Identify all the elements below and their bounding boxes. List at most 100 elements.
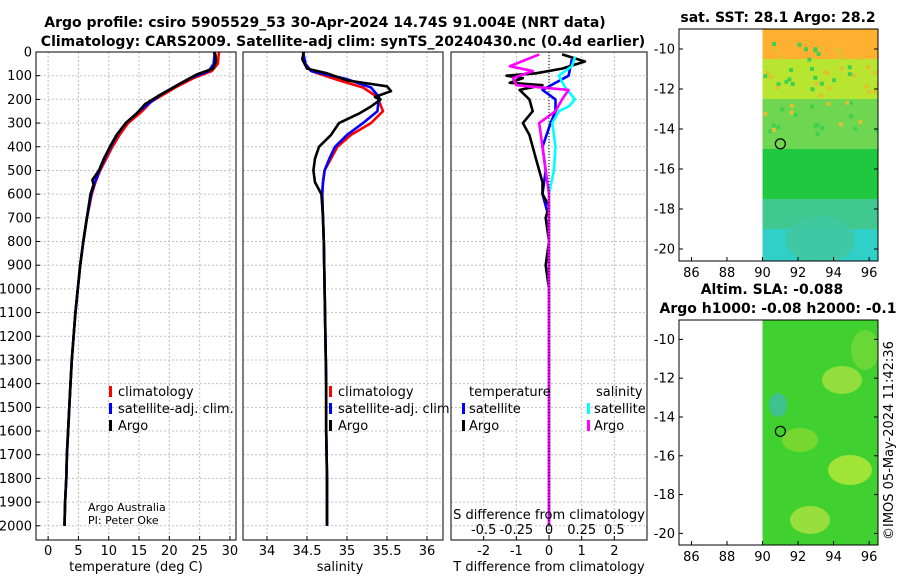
credit-line-1: Argo Australia xyxy=(88,501,166,514)
map-x-tick-label: 94 xyxy=(825,550,842,565)
sla-map-subtitle: Argo h1000: -0.08 h2000: -0.1 xyxy=(660,301,897,317)
sst-speckle xyxy=(823,69,828,74)
y-tick-label: 700 xyxy=(7,211,32,226)
legend-climatology: climatology xyxy=(118,385,194,400)
map-y-tick-label: -16 xyxy=(654,163,675,178)
map-y-tick-label: -12 xyxy=(654,372,675,387)
map-y-tick-label: -20 xyxy=(654,527,675,542)
sst-speckle xyxy=(874,128,878,133)
y-tick-label: 900 xyxy=(7,259,32,274)
x-tick-label: 10 xyxy=(100,544,117,559)
sst-xticks: 86 88 90 92 94 96 xyxy=(683,257,877,281)
x-tick-label: 35.5 xyxy=(373,544,402,559)
legend-swatch-argo xyxy=(109,420,112,431)
sst-field xyxy=(762,29,878,261)
sst-speckle xyxy=(810,104,815,109)
sst-speckle xyxy=(873,88,878,93)
y-tick-label: 1300 xyxy=(0,353,32,368)
sst-speckle xyxy=(789,110,794,115)
sla-xticks: 86 88 90 92 94 96 xyxy=(683,541,877,565)
sst-yticks: -10 -12 -14 -16 -18 -20 xyxy=(654,43,878,258)
y-tick-label: 1700 xyxy=(0,448,32,463)
map-x-tick-label: 88 xyxy=(719,266,736,281)
sla-field xyxy=(762,320,878,545)
x-tick-label: 25 xyxy=(191,544,208,559)
sst-speckle xyxy=(787,77,792,82)
series-line-argo xyxy=(300,51,393,526)
sst-speckle xyxy=(776,125,781,130)
sla-anomaly-blob xyxy=(790,506,830,534)
legend-temperature-title: temperature xyxy=(469,385,551,400)
map-x-tick-label: 86 xyxy=(683,266,700,281)
sst-speckle xyxy=(789,103,794,108)
sst-speckle xyxy=(864,84,869,89)
series-line-argo xyxy=(63,51,218,526)
legend-swatch-temp-satellite xyxy=(462,403,465,414)
temperature-legend: climatology satellite-adj. clim. Argo xyxy=(109,385,234,434)
map-y-tick-label: -10 xyxy=(654,333,675,348)
sst-speckle xyxy=(876,82,878,87)
legend-swatch-satellite-adj-s xyxy=(329,403,332,414)
y-tick-label: 1100 xyxy=(0,306,32,321)
sst-speckle xyxy=(778,55,783,60)
sst-speckle xyxy=(797,42,802,47)
map-x-tick-label: 94 xyxy=(825,266,842,281)
map-x-tick-label: 92 xyxy=(790,266,807,281)
x-tick-label: 34 xyxy=(259,544,276,559)
sst-speckle xyxy=(775,85,780,90)
sla-anomaly-blob xyxy=(769,393,787,417)
map-x-tick-label: 88 xyxy=(719,550,736,565)
sst-speckle xyxy=(840,66,845,71)
sst-speckle xyxy=(876,102,878,107)
sst-speckle xyxy=(784,79,789,84)
sst-speckle xyxy=(858,120,863,125)
y-tick-label: 400 xyxy=(7,140,32,155)
sst-speckle xyxy=(838,47,843,52)
sst-speckle xyxy=(872,70,877,75)
y-tick-label: 100 xyxy=(7,69,32,84)
title-line-1: Argo profile: csiro 5905529_53 30-Apr-20… xyxy=(44,15,605,31)
difference-lines xyxy=(505,52,587,540)
map-y-tick-label: -20 xyxy=(654,243,675,258)
salinity-legend: climatology satellite-adj. clim. Argo xyxy=(329,385,454,434)
sst-speckle xyxy=(813,47,818,52)
y-tick-label: 1500 xyxy=(0,401,32,416)
map-y-tick-label: -14 xyxy=(654,123,675,138)
sst-speckle xyxy=(832,78,837,83)
y-tick-label: 200 xyxy=(7,93,32,108)
sst-speckle xyxy=(876,100,878,105)
x-tick-label: 0 xyxy=(44,544,52,559)
x-tick-label: 20 xyxy=(161,544,178,559)
y-tick-label: 1400 xyxy=(0,377,32,392)
map-x-tick-label: 92 xyxy=(790,550,807,565)
x-tick-label: 5 xyxy=(74,544,82,559)
sst-band xyxy=(762,149,878,199)
map-y-tick-label: -16 xyxy=(654,449,675,464)
legend-sal-argo: Argo xyxy=(594,419,624,434)
series-line-salinity-argo xyxy=(508,53,570,526)
y-tick-label: 1800 xyxy=(0,472,32,487)
depth-yticks: 0 100 200 300 400 500 600 700 800 900 1000 1100 1200… xyxy=(0,46,40,534)
legend-satellite-adj: satellite-adj. clim. xyxy=(118,402,234,417)
map-y-tick-label: -14 xyxy=(654,410,675,425)
sst-speckle xyxy=(840,56,845,60)
legend-swatch-sal-satellite xyxy=(587,403,590,414)
sst-speckle xyxy=(763,111,768,116)
temperature-xticks: 0 5 10 15 20 25 30 xyxy=(44,536,238,559)
map-y-tick-label: -12 xyxy=(654,83,675,98)
x-tick-label: 34.5 xyxy=(293,544,322,559)
sst-speckle xyxy=(827,86,832,91)
s-tick-label: -0.5 xyxy=(471,523,496,538)
sst-speckle xyxy=(847,65,852,70)
temperature-panel: 0 5 10 15 20 25 30 0 100 200 300 400 500 600 700 800 90… xyxy=(0,46,238,576)
sst-speckle xyxy=(763,74,768,79)
difference-xticks: -2 -1 0 1 2 xyxy=(477,536,618,559)
temperature-xlabel: temperature (deg C) xyxy=(69,560,203,575)
temperature-plot-area xyxy=(36,52,236,540)
map-x-tick-label: 96 xyxy=(861,550,878,565)
map-y-tick-label: -18 xyxy=(654,488,675,503)
sla-yticks: -10 -12 -14 -16 -18 -20 xyxy=(654,333,878,542)
salinity-axes-box xyxy=(242,51,444,541)
sla-map-panel: Altim. SLA: -0.088 Argo h1000: -0.08 h20… xyxy=(654,282,897,565)
sst-speckle xyxy=(771,128,776,132)
